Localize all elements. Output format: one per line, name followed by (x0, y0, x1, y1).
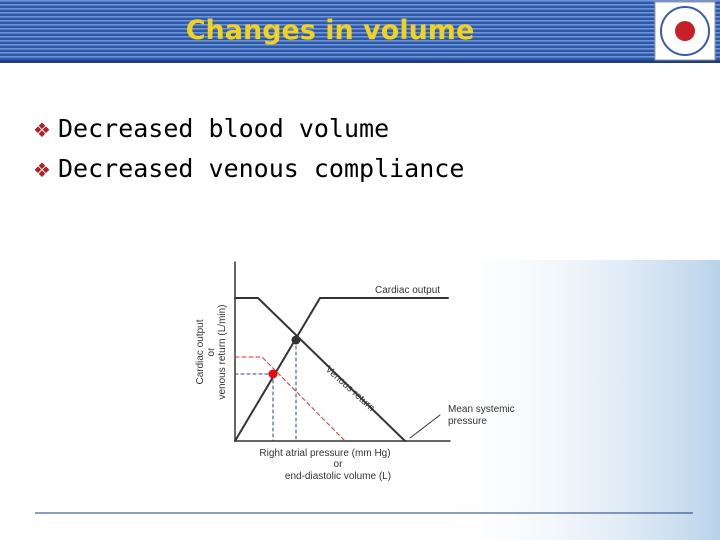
bullet-icon: ❖ (33, 158, 51, 182)
equilibrium-point (291, 335, 301, 345)
curve-label: pressure (448, 416, 487, 427)
title: Changes in volume (186, 15, 475, 46)
venous-return-curve (234, 297, 406, 442)
curve-label: Mean systemic (448, 404, 515, 415)
curve-label: Venous return (323, 364, 377, 414)
bullet-icon: ❖ (33, 118, 51, 142)
pointer (409, 414, 441, 439)
logo-heart (675, 21, 695, 41)
bullet: Decreased blood volume (58, 114, 389, 143)
header-band (0, 0, 720, 62)
y-axis-label: venous return (L/min) (217, 304, 228, 399)
y-axis-label: or (206, 347, 217, 357)
header-rule (0, 60, 720, 63)
y-axis-label: Cardiac output (195, 319, 206, 384)
shifted-venous-return (234, 356, 346, 442)
bullet: Decreased venous compliance (58, 154, 464, 183)
new-equilibrium-point (268, 369, 278, 379)
background-image (430, 260, 720, 540)
x-axis-label: end-diastolic volume (L) (285, 471, 391, 482)
logo-ring (660, 6, 710, 56)
x-axis-label: or (334, 459, 344, 470)
x-axis-label: Right atrial pressure (mm Hg) (259, 448, 390, 459)
cardiac-output-curve (234, 297, 449, 442)
curve-label: Cardiac output (375, 285, 440, 296)
